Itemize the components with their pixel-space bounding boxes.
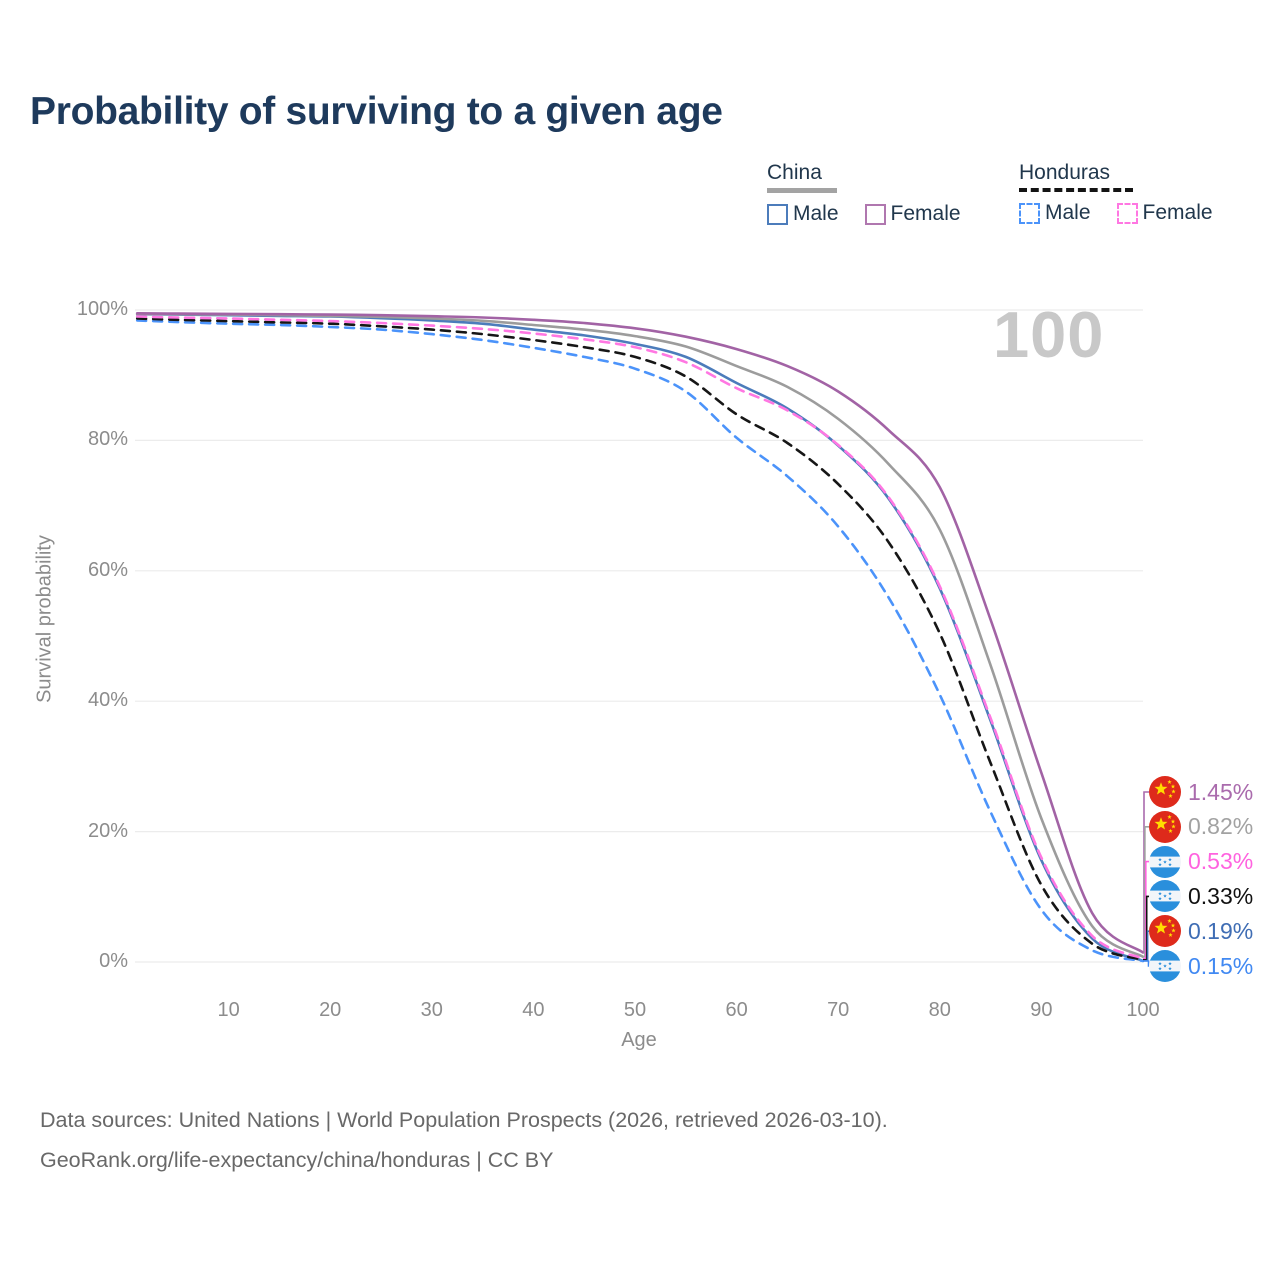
legend-china-title: China (767, 161, 822, 184)
china-flag-icon (1149, 915, 1181, 948)
y-tick-60%: 60% (87, 558, 128, 581)
x-tick-40: 40 (522, 999, 545, 1021)
honduras-male-swatch-icon (1019, 202, 1040, 224)
y-tick-100%: 100% (76, 298, 128, 320)
end-value: 0.15% (1188, 952, 1254, 979)
end-value: 0.33% (1188, 882, 1254, 909)
end-label-china-male: 0.19% (1149, 915, 1254, 948)
series-line-honduras[interactable] (135, 317, 1145, 962)
legend-label-honduras-female: Female (1142, 201, 1213, 224)
connector-china-female (1143, 791, 1149, 954)
legend-group-china: China Male Female (767, 161, 961, 226)
x-tick-30: 30 (420, 999, 443, 1021)
footer-sources: Data sources: United Nations | World Pop… (40, 1108, 888, 1132)
age-watermark: 100 (993, 298, 1105, 371)
series-line-honduras-male[interactable] (135, 319, 1145, 963)
legend-honduras-title: Honduras (1019, 161, 1111, 184)
honduras-flag-icon (1149, 950, 1181, 982)
x-tick-90: 90 (1030, 999, 1053, 1021)
x-tick-20: 20 (319, 999, 342, 1021)
connector-china (1143, 826, 1149, 958)
legend-group-honduras: Honduras Male Female (1019, 161, 1213, 225)
footer: Data sources: United Nations | World Pop… (40, 1100, 888, 1180)
legend-item-honduras-female[interactable]: Female (1116, 201, 1213, 225)
legend-item-china-male[interactable]: Male (767, 202, 839, 226)
x-tick-100: 100 (1126, 999, 1160, 1021)
legend-label-china-female: Female (890, 202, 961, 225)
end-label-honduras: 0.33% (1149, 880, 1254, 913)
legend-honduras-underline (1019, 188, 1133, 192)
series-line-china[interactable] (135, 312, 1145, 958)
end-label-honduras-male: 0.15% (1149, 950, 1253, 982)
end-label-china-female: 1.45% (1149, 776, 1253, 808)
honduras-flag-icon (1149, 880, 1181, 913)
x-tick-80: 80 (928, 999, 951, 1021)
legend-item-china-female[interactable]: Female (864, 202, 961, 226)
end-value: 0.53% (1188, 848, 1254, 875)
y-tick-20%: 20% (87, 819, 128, 842)
legend-item-honduras-male[interactable]: Male (1019, 201, 1091, 225)
footer-attribution: GeoRank.org/life-expectancy/china/hondur… (40, 1148, 554, 1172)
y-tick-0%: 0% (99, 950, 128, 972)
y-tick-80%: 80% (87, 428, 128, 451)
end-label-china: 0.82% (1149, 810, 1254, 843)
y-tick-40%: 40% (87, 689, 128, 712)
connector-honduras-female (1143, 860, 1149, 960)
legend-china-underline (767, 188, 837, 193)
legend-label-china-male: Male (793, 202, 839, 225)
end-value: 1.45% (1188, 778, 1254, 805)
end-value: 0.82% (1188, 813, 1254, 840)
connector-honduras-male (1143, 960, 1150, 967)
legend-label-honduras-male: Male (1045, 201, 1091, 224)
series-line-honduras-female[interactable] (135, 315, 1145, 960)
connector-honduras (1143, 895, 1149, 961)
end-label-honduras-female: 0.53% (1149, 845, 1254, 878)
x-tick-50: 50 (623, 999, 647, 1021)
series-line-china-female[interactable] (135, 312, 1145, 954)
x-axis-title: Age (621, 1029, 657, 1051)
china-flag-icon (1149, 776, 1181, 808)
x-tick-70: 70 (827, 999, 850, 1021)
end-value: 0.19% (1188, 917, 1254, 944)
series-line-china-male[interactable] (135, 312, 1145, 963)
page-title: Probability of surviving to a given age (30, 90, 723, 133)
china-male-swatch-icon (767, 203, 788, 225)
honduras-female-swatch-icon (1116, 202, 1138, 224)
x-tick-10: 10 (217, 999, 240, 1021)
x-tick-60: 60 (725, 999, 748, 1021)
honduras-flag-icon (1149, 845, 1181, 878)
china-flag-icon (1149, 810, 1181, 843)
china-female-swatch-icon (864, 203, 886, 225)
